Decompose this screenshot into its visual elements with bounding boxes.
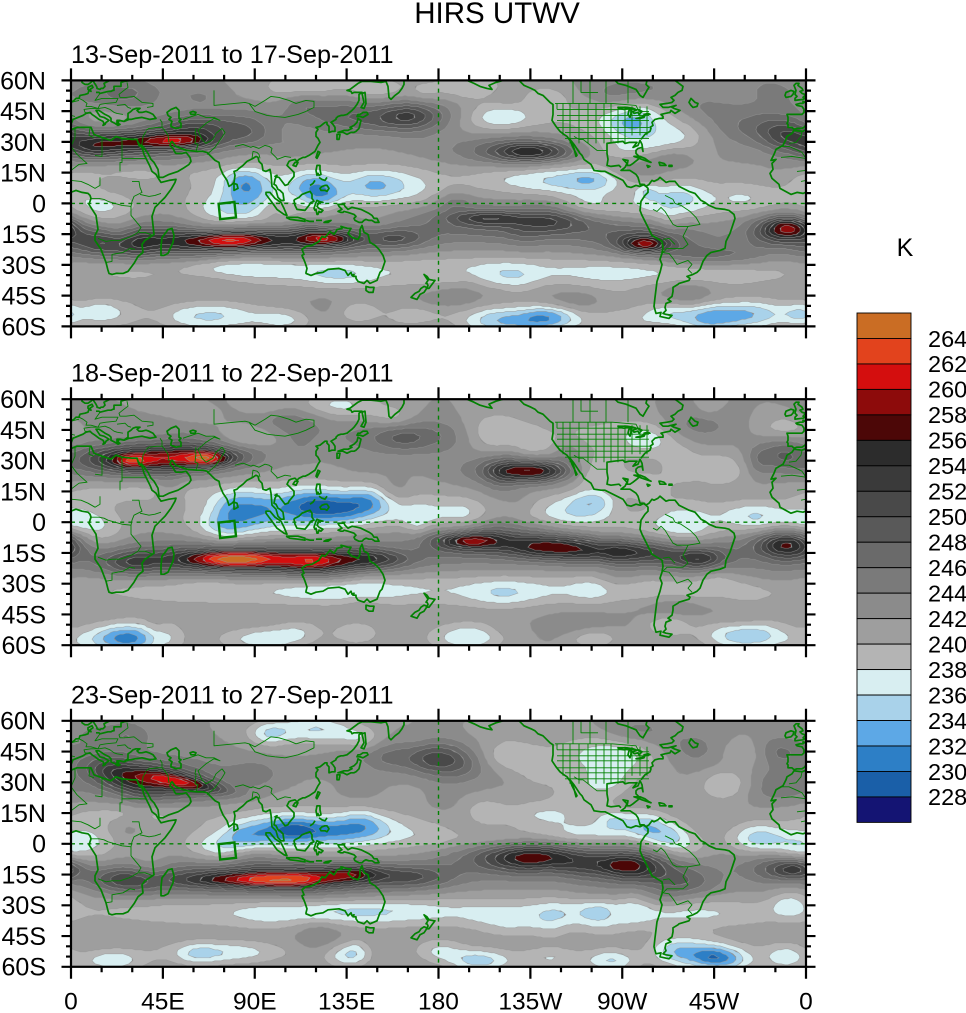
svg-text:45N: 45N <box>0 738 46 766</box>
svg-text:18-Sep-2011 to 22-Sep-2011: 18-Sep-2011 to 22-Sep-2011 <box>71 360 394 388</box>
svg-text:244: 244 <box>928 581 966 607</box>
svg-text:15S: 15S <box>2 540 46 568</box>
svg-text:236: 236 <box>928 682 966 708</box>
svg-text:60N: 60N <box>0 386 46 414</box>
svg-text:30S: 30S <box>2 892 46 920</box>
svg-text:K: K <box>897 234 914 262</box>
svg-text:45S: 45S <box>2 923 46 951</box>
svg-text:0: 0 <box>64 989 78 1013</box>
svg-text:248: 248 <box>928 530 966 556</box>
svg-text:260: 260 <box>928 377 966 403</box>
svg-text:240: 240 <box>928 631 966 657</box>
svg-text:262: 262 <box>928 351 966 377</box>
svg-text:0: 0 <box>32 190 46 218</box>
svg-text:HIRS UTWV: HIRS UTWV <box>414 0 580 30</box>
svg-text:45S: 45S <box>2 283 46 311</box>
svg-text:0: 0 <box>799 989 813 1013</box>
svg-text:30N: 30N <box>0 448 46 476</box>
svg-text:30S: 30S <box>2 571 46 599</box>
svg-text:30N: 30N <box>0 769 46 797</box>
svg-text:23-Sep-2011 to 27-Sep-2011: 23-Sep-2011 to 27-Sep-2011 <box>71 681 394 709</box>
svg-text:234: 234 <box>928 708 966 734</box>
svg-text:258: 258 <box>928 402 966 428</box>
svg-text:45N: 45N <box>0 417 46 445</box>
svg-text:60N: 60N <box>0 67 46 95</box>
svg-text:60S: 60S <box>2 632 46 660</box>
svg-text:13-Sep-2011 to 17-Sep-2011: 13-Sep-2011 to 17-Sep-2011 <box>71 41 394 69</box>
svg-text:60N: 60N <box>0 708 46 736</box>
svg-text:45S: 45S <box>2 601 46 629</box>
svg-text:135W: 135W <box>498 989 563 1013</box>
svg-text:60S: 60S <box>2 954 46 982</box>
svg-text:264: 264 <box>928 326 966 352</box>
svg-text:45W: 45W <box>689 989 740 1013</box>
svg-text:0: 0 <box>32 831 46 859</box>
svg-text:246: 246 <box>928 555 966 581</box>
svg-text:256: 256 <box>928 428 966 454</box>
svg-text:15N: 15N <box>0 160 46 188</box>
svg-text:15S: 15S <box>2 221 46 249</box>
svg-text:45E: 45E <box>141 989 185 1013</box>
svg-text:30N: 30N <box>0 129 46 157</box>
svg-text:228: 228 <box>928 784 966 810</box>
svg-text:230: 230 <box>928 759 966 785</box>
svg-text:180: 180 <box>418 989 459 1013</box>
svg-text:238: 238 <box>928 657 966 683</box>
svg-text:90E: 90E <box>233 989 277 1013</box>
svg-text:232: 232 <box>928 733 966 759</box>
svg-text:252: 252 <box>928 479 966 505</box>
svg-text:45N: 45N <box>0 98 46 126</box>
svg-text:60S: 60S <box>2 313 46 341</box>
svg-text:254: 254 <box>928 453 966 479</box>
svg-text:30S: 30S <box>2 252 46 280</box>
svg-text:250: 250 <box>928 504 966 530</box>
svg-text:15N: 15N <box>0 800 46 828</box>
svg-text:15S: 15S <box>2 861 46 889</box>
svg-text:0: 0 <box>32 509 46 537</box>
svg-text:15N: 15N <box>0 478 46 506</box>
svg-text:242: 242 <box>928 606 966 632</box>
svg-text:135E: 135E <box>318 989 375 1013</box>
svg-text:90W: 90W <box>597 989 648 1013</box>
